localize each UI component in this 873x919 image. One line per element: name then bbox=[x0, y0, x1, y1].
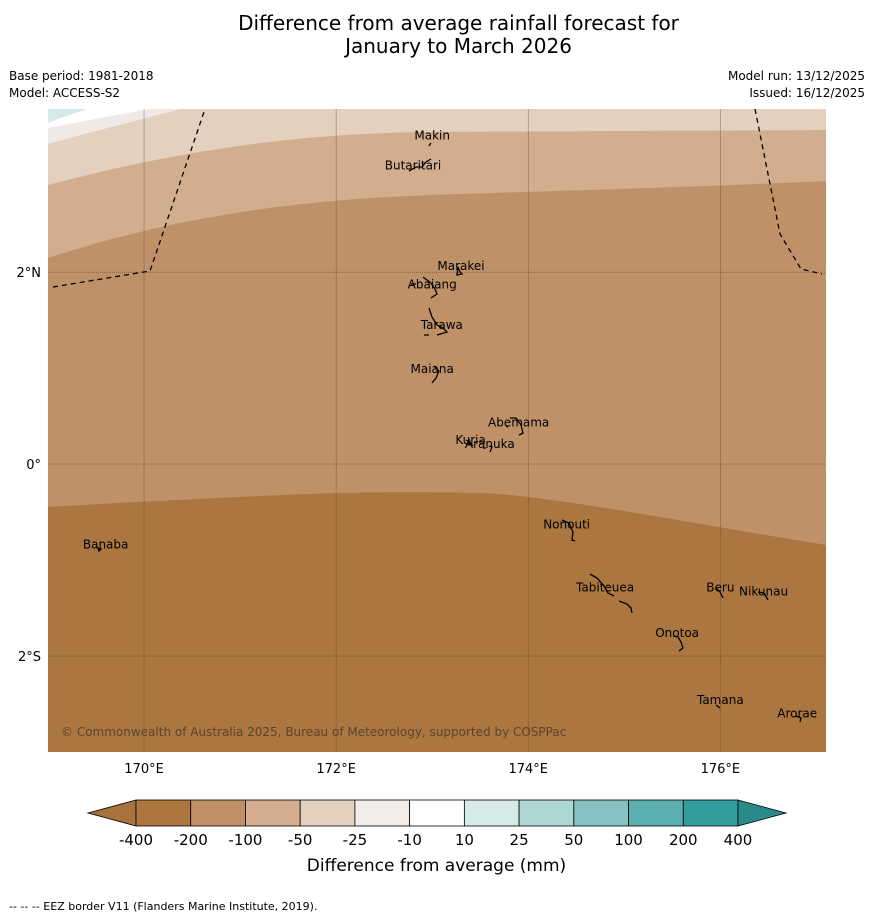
island-maiana bbox=[431, 365, 440, 384]
place-label-abaiang: Abaiang bbox=[408, 277, 457, 291]
island-tabiteuea bbox=[589, 573, 633, 614]
island-arorae bbox=[795, 715, 802, 723]
lon-tick-label: 170°E bbox=[124, 762, 164, 777]
colorbar-tick-label: 25 bbox=[510, 831, 529, 849]
gridlines bbox=[48, 109, 826, 752]
eez-borders bbox=[52, 109, 823, 288]
lat-tick-label: 2°N bbox=[17, 266, 42, 281]
colorbar-segment bbox=[135, 799, 192, 827]
axis-tick-labels: 170°E 172°E 174°E 176°E 2°N 0° 2°S bbox=[17, 266, 741, 777]
colorbar-segment bbox=[245, 799, 301, 827]
island-nikunau bbox=[757, 591, 769, 601]
place-label-marakei: Marakei bbox=[437, 259, 484, 273]
colorbar-label: Difference from average (mm) bbox=[306, 856, 567, 876]
field-near-average bbox=[48, 109, 150, 128]
lat-tick-label: 0° bbox=[26, 458, 41, 473]
island-butaritari bbox=[408, 158, 432, 172]
colorbar-tick-label: -10 bbox=[397, 831, 422, 849]
island-tamana bbox=[715, 704, 721, 709]
place-label-banaba: Banaba bbox=[83, 538, 129, 552]
place-label-arorae: Arorae bbox=[777, 706, 817, 720]
colorbar-segment bbox=[409, 799, 465, 827]
colorbar-segment bbox=[354, 799, 411, 827]
colorbar-tick-label: -25 bbox=[343, 831, 368, 849]
place-label-tamana: Tamana bbox=[696, 693, 744, 707]
shaded-fields bbox=[48, 109, 826, 752]
model-text: Model: ACCESS-S2 bbox=[9, 86, 121, 100]
island-nonouti bbox=[561, 519, 576, 542]
lat-tick-label: 2°S bbox=[18, 650, 41, 665]
colorbar-tick-label: -200 bbox=[174, 831, 208, 849]
place-label-tabiteuea: Tabiteuea bbox=[575, 581, 634, 595]
island-makin bbox=[428, 142, 432, 147]
place-label-nikunau: Nikunau bbox=[739, 585, 788, 599]
chart-title: Difference from average rainfall forecas… bbox=[0, 12, 873, 58]
colorbar-segment bbox=[190, 799, 246, 827]
colorbar-segment bbox=[299, 799, 356, 827]
colorbar-extend-low bbox=[86, 799, 137, 827]
place-label-nonouti: Nonouti bbox=[543, 517, 590, 531]
island-abaiang bbox=[411, 276, 438, 299]
island-abemama bbox=[505, 417, 524, 436]
island-banaba bbox=[96, 546, 103, 553]
field-plus-10 bbox=[48, 109, 88, 123]
colorbar: -400 -200 -100 -50 -25 -10 10 25 50 100 200 400 bbox=[86, 799, 788, 849]
island-outlines bbox=[96, 142, 802, 723]
lon-tick-label: 176°E bbox=[701, 762, 741, 777]
lon-tick-label: 172°E bbox=[316, 762, 356, 777]
island-aranuka bbox=[483, 445, 493, 453]
island-tarawa bbox=[424, 307, 449, 336]
eez-border-east bbox=[754, 109, 823, 275]
title-line-1: Difference from average rainfall forecas… bbox=[238, 11, 679, 35]
meta-right: Model run: 13/12/2025 Issued: 16/12/2025 bbox=[728, 68, 865, 102]
field-minus-200 bbox=[48, 109, 826, 545]
field-minus-50 bbox=[48, 109, 826, 185]
lon-tick-label: 174°E bbox=[508, 762, 548, 777]
place-label-onotoa: Onotoa bbox=[655, 626, 699, 640]
place-label-makin: Makin bbox=[414, 129, 450, 143]
place-label-aranuka: Aranuka bbox=[465, 437, 515, 451]
place-label-abemama: Abemama bbox=[488, 416, 549, 430]
title-line-2: January to March 2026 bbox=[345, 34, 572, 58]
place-label-beru: Beru bbox=[706, 581, 734, 595]
issued-text: Issued: 16/12/2025 bbox=[749, 86, 865, 100]
place-label-tarawa: Tarawa bbox=[420, 318, 463, 332]
colorbar-segment bbox=[573, 799, 629, 827]
colorbar-segment bbox=[628, 799, 684, 827]
base-period-text: Base period: 1981-2018 bbox=[9, 69, 154, 83]
island-onotoa bbox=[672, 635, 684, 652]
colorbar-segment bbox=[518, 799, 575, 827]
colorbar-tick-label: 100 bbox=[614, 831, 643, 849]
island-kuria bbox=[465, 439, 475, 447]
eez-footnote: -- -- -- EEZ border V11 (Flanders Marine… bbox=[9, 900, 318, 913]
colorbar-tick-label: 200 bbox=[669, 831, 698, 849]
place-label-butaritari: Butaritari bbox=[385, 158, 442, 172]
place-label-kuria: Kuria bbox=[455, 433, 486, 447]
field-minus-100 bbox=[48, 109, 826, 258]
colorbar-tick-label: -400 bbox=[119, 831, 153, 849]
colorbar-extend-high bbox=[737, 799, 788, 827]
meta-left: Base period: 1981-2018 Model: ACCESS-S2 bbox=[9, 68, 154, 102]
colorbar-segment bbox=[682, 799, 739, 827]
island-marakei bbox=[456, 266, 464, 276]
colorbar-tick-label: -50 bbox=[288, 831, 313, 849]
place-label-maiana: Maiana bbox=[411, 362, 454, 376]
colorbar-segment bbox=[463, 799, 520, 827]
island-beru bbox=[715, 587, 724, 599]
model-run-text: Model run: 13/12/2025 bbox=[727, 69, 865, 83]
colorbar-tick-label: -100 bbox=[228, 831, 262, 849]
copyright-notice: © Commonwealth of Australia 2025, Bureau… bbox=[61, 725, 566, 739]
colorbar-tick-label: 10 bbox=[455, 831, 474, 849]
colorbar-tick-label: 400 bbox=[724, 831, 753, 849]
place-labels: Makin Butaritari Marakei Abaiang Tarawa Maian… bbox=[83, 129, 817, 721]
colorbar-tick-label: 50 bbox=[564, 831, 583, 849]
